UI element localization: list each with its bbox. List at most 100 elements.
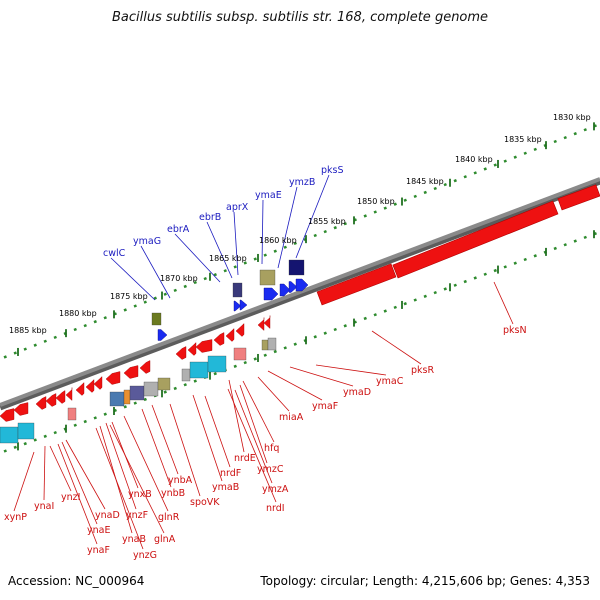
reverse-label-leader (239, 384, 268, 464)
forward-gene-arrow (157, 329, 168, 341)
outer-scale-dot (363, 214, 367, 218)
forward-gene-label: ymzB (289, 177, 315, 188)
reverse-gene-label: glnR (158, 512, 180, 523)
outer-scale-dot (253, 257, 257, 261)
reverse-gene-arrow (195, 339, 213, 353)
reverse-gene-label: ymzC (257, 464, 284, 475)
outer-scale-dot (263, 253, 267, 257)
inner-scale-dot (273, 349, 277, 354)
outer-scale-dot (223, 269, 227, 273)
outer-scale-dot (243, 261, 247, 265)
inner-scale-dot (583, 235, 587, 240)
inner-scale-dot (193, 379, 197, 383)
reverse-label-leader (49, 445, 72, 492)
forward-gene-labels: cwlC ymaG ebrA ebrB aprX ymaE ymzB pksS (103, 165, 344, 259)
outer-scale-dot (143, 300, 147, 304)
outer-scale-dot (433, 186, 437, 191)
reverse-gene-arrow (65, 387, 73, 401)
reverse-gene-label: spoVK (190, 497, 220, 508)
inner-scale-dot (473, 276, 477, 280)
outer-scale-dot (373, 210, 377, 214)
forward-gene-box (232, 282, 243, 298)
outer-scale-dot (513, 155, 517, 159)
inner-scale-dot (173, 386, 177, 391)
inner-scale-dot (523, 257, 527, 262)
inner-scale-dot (433, 290, 437, 295)
outer-scale-dot (493, 163, 497, 167)
forward-gene-arrow (263, 287, 279, 301)
inner-scale-dot (123, 405, 127, 409)
outer-scale-dot (203, 276, 207, 281)
reverse-gene-label: ynaE (87, 525, 110, 536)
reverse-gene-arrow (213, 332, 225, 346)
outer-scale-dot (103, 316, 107, 320)
inner-scale-dot (363, 316, 367, 321)
inner-scale-dot (323, 331, 327, 335)
forward-gene-box (151, 312, 162, 326)
gene-features (0, 184, 600, 444)
forward-gene-arrow (239, 299, 248, 311)
outer-scale-dot (23, 347, 27, 351)
reverse-gene-box (143, 381, 159, 397)
inner-scale-dot (403, 302, 407, 306)
reverse-gene-arrow (263, 315, 271, 329)
reverse-gene-box (123, 389, 131, 405)
outer-scale-dot (323, 229, 327, 234)
outer-scale-dot (43, 339, 47, 343)
reverse-gene-arrow (257, 317, 265, 331)
inner-scale-dot (553, 246, 557, 251)
reverse-gene-arrow (0, 408, 15, 422)
inner-scale-dot (163, 390, 167, 394)
reverse-label-leader (493, 281, 514, 325)
outer-scale-dot (133, 304, 137, 308)
outer-scale-dot (13, 351, 17, 355)
inner-scale-dot (3, 449, 7, 453)
reverse-gene-label: nrdI (266, 503, 285, 514)
reverse-gene-box (189, 361, 209, 379)
scale-label: 1875 kbp (110, 292, 148, 301)
reverse-label-leader (242, 380, 275, 443)
reverse-gene-label: ynzG (133, 550, 157, 561)
scale-label: 1865 kbp (209, 254, 247, 263)
reverse-label-leader (109, 424, 165, 534)
reverse-label-leader (227, 388, 277, 503)
reverse-gene-label: ymzA (262, 484, 289, 495)
outer-scale-dot (413, 194, 417, 199)
outer-scale-dot (563, 135, 567, 140)
reverse-label-leader (257, 376, 290, 412)
reverse-gene-arrow (45, 393, 57, 407)
scale-label: 1835 kbp (504, 135, 542, 144)
outer-scale-dot (463, 175, 467, 179)
outer-scale-dot (273, 249, 277, 253)
reverse-gene-box (0, 426, 19, 444)
reverse-gene-label: ynaF (87, 545, 110, 556)
forward-label-leader (140, 245, 171, 299)
inner-scale-dot (83, 419, 87, 424)
reverse-gene-arrow (123, 365, 139, 379)
reverse-gene-box (207, 355, 227, 373)
inner-scale-dot (43, 434, 47, 438)
forward-gene-arrow (233, 300, 242, 312)
forward-label-leader (295, 174, 330, 259)
forward-gene-arrow (295, 278, 309, 292)
inner-scale-dot (413, 298, 417, 302)
scale-labels: 1830 kbp 1835 kbp 1840 kbp 1845 kbp 1850 kbp… (9, 113, 591, 335)
outer-scale-dot (313, 233, 317, 238)
reverse-gene-label: ymaB (212, 482, 239, 493)
inner-scale-dot (33, 438, 37, 442)
reverse-gene-arrow (93, 376, 103, 390)
reverse-label-leader (105, 422, 137, 510)
reverse-gene-label: hfq (264, 443, 279, 454)
outer-scale-dot (343, 222, 347, 226)
outer-scale-dot (3, 355, 7, 359)
inner-scale-dot (333, 327, 337, 332)
scale-label: 1860 kbp (259, 236, 297, 245)
reverse-label-leader (192, 394, 223, 482)
reverse-label-leader (13, 451, 35, 512)
outer-scale-dot (213, 273, 217, 277)
inner-scale-dot (463, 279, 467, 284)
reverse-gene-label: ynbB (161, 488, 185, 499)
outer-scale-dot (153, 296, 157, 300)
